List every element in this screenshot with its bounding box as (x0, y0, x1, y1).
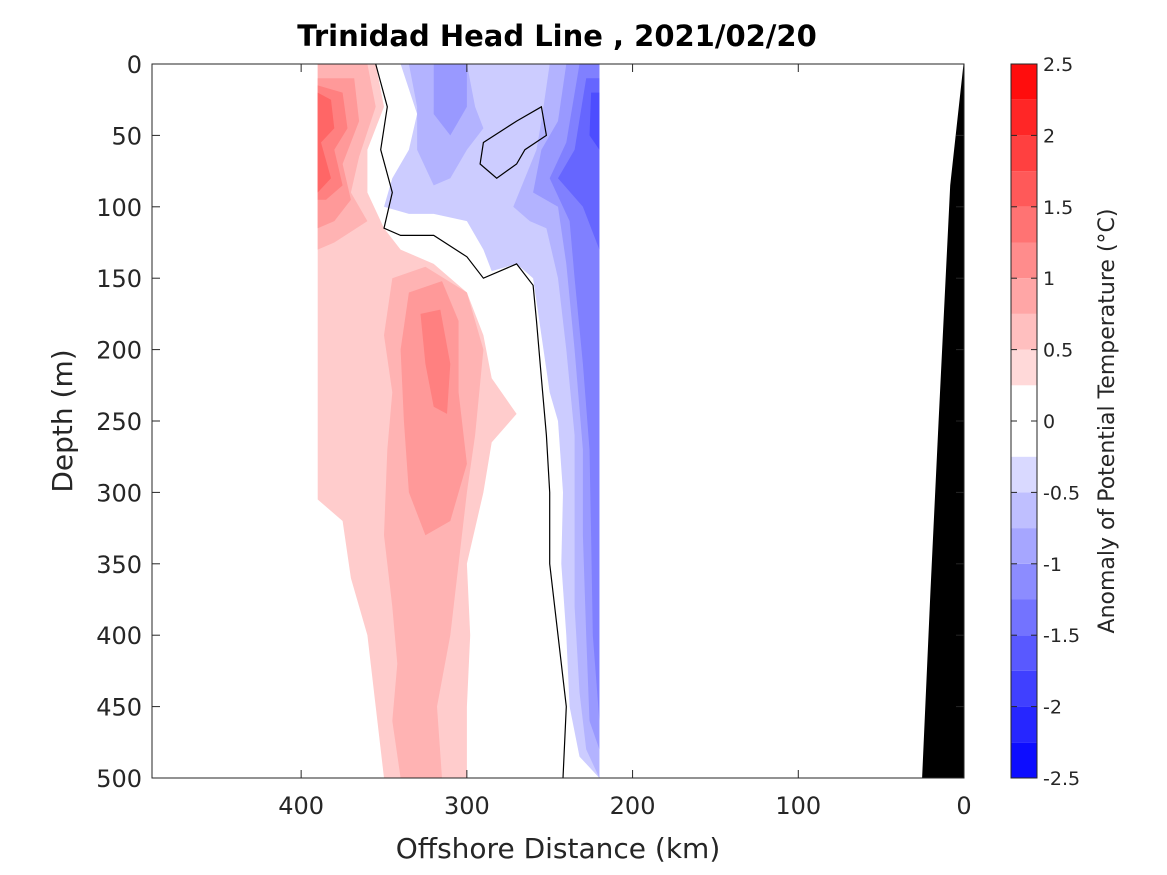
colorbar-tick-label: -2.5 (1043, 768, 1080, 790)
y-tick-label: 300 (96, 479, 142, 507)
y-tick-label: 0 (127, 51, 142, 79)
contour-region (558, 78, 600, 250)
zero-contour-loop (479, 105, 548, 179)
colorbar-band (1011, 171, 1037, 207)
contour-region (549, 64, 600, 721)
x-tick-label: 400 (278, 792, 324, 820)
y-tick-label: 200 (96, 337, 142, 365)
colorbar-band (1011, 706, 1037, 743)
colorbar-band (1011, 242, 1037, 279)
x-tick-label: 200 (610, 792, 656, 820)
y-tick-label: 50 (111, 122, 142, 150)
colorbar-band (1011, 635, 1037, 671)
x-tick-label: 300 (444, 792, 490, 820)
y-axis: 0 50 100 150 200 250 300 350 400 450 500 (96, 51, 964, 793)
colorbar-tick-label: 0.5 (1043, 340, 1073, 362)
colorbar-band (1011, 64, 1037, 100)
colorbar-band (1011, 206, 1037, 243)
contour-lines (375, 64, 567, 778)
colorbar-band (1011, 599, 1037, 636)
colorbar-tick-label: 1.5 (1043, 197, 1073, 219)
colorbar-band (1011, 456, 1037, 493)
colorbar-band (1011, 135, 1037, 172)
x-tick-label: 0 (956, 792, 971, 820)
contour-region (400, 281, 467, 536)
colorbar-tick-label: 2.5 (1043, 54, 1073, 76)
colorbar-band (1011, 563, 1037, 600)
y-tick-label: 450 (96, 694, 142, 722)
y-tick-label: 150 (96, 265, 142, 293)
contour-region (589, 92, 600, 150)
y-tick-label: 350 (96, 551, 142, 579)
colorbar-tick-label: -1 (1043, 554, 1062, 576)
chart-title: Trinidad Head Line , 2021/02/20 (297, 19, 817, 53)
zero-contour-line (375, 64, 567, 778)
contour-region (384, 64, 600, 778)
colorbar-tick-label: 2 (1043, 125, 1055, 147)
colorbar-band (1011, 528, 1037, 564)
contour-region (317, 92, 335, 193)
colorbar-tick-label: -1.5 (1043, 625, 1080, 647)
colorbar-label: Anomaly of Potential Temperature (°C) (1095, 209, 1120, 634)
y-axis-label: Depth (m) (46, 349, 79, 492)
contour-region (420, 309, 451, 414)
colorbar-band (1011, 670, 1037, 707)
colorbar-band (1011, 313, 1037, 350)
x-axis: 400 300 200 100 0 (278, 64, 972, 820)
colorbar-band (1011, 385, 1037, 421)
x-tick-label: 100 (775, 792, 821, 820)
contour-region (433, 64, 467, 136)
y-tick-label: 500 (96, 765, 142, 793)
colorbar-tick-label: 0 (1043, 411, 1055, 433)
y-tick-label: 400 (96, 622, 142, 650)
colorbar-band (1011, 278, 1037, 314)
colorbar-tick-label: -0.5 (1043, 482, 1080, 504)
colorbar-band (1011, 421, 1037, 457)
colorbar: 2.5 2 1.5 1 0.5 0 -0.5 -1 -1.5 -2 -2.5 (1010, 54, 1080, 790)
y-tick-label: 100 (96, 194, 142, 222)
contour-fill-regions (317, 64, 600, 778)
plot-area (152, 64, 964, 778)
colorbar-tick-label: -2 (1043, 697, 1062, 719)
colorbar-tick-label: 1 (1043, 268, 1055, 290)
colorbar-band (1011, 99, 1037, 136)
colorbar-band (1011, 492, 1037, 529)
x-axis-label: Offshore Distance (km) (396, 832, 721, 865)
y-tick-label: 250 (96, 408, 142, 436)
colorbar-band (1011, 742, 1037, 778)
bathymetry-layer (922, 64, 964, 778)
colorbar-band (1011, 349, 1037, 386)
bathymetry-shelf (922, 64, 964, 778)
